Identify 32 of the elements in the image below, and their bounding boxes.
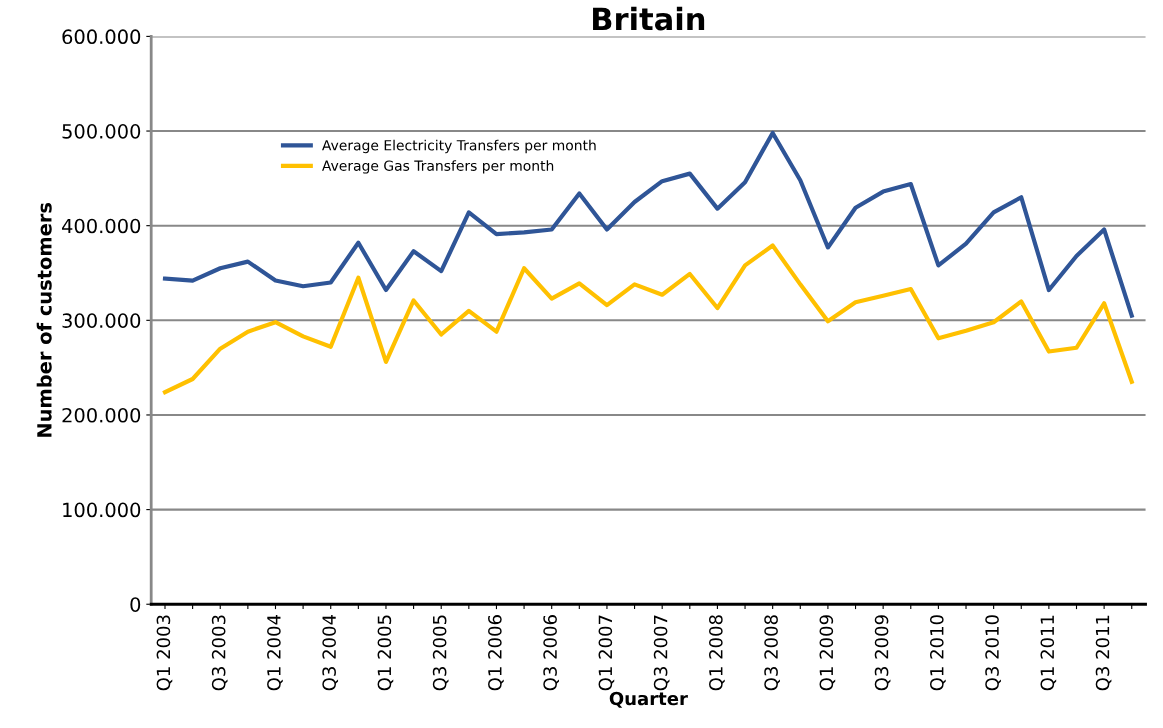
x-tick-label: Q1 2008 — [709, 615, 725, 691]
x-tick-label: Q3 2003 — [211, 615, 228, 691]
x-tick-label: Q3 2010 — [985, 615, 1001, 691]
x-tick-label: Q1 2007 — [598, 615, 615, 691]
x-tick-label: Q1 2009 — [819, 615, 836, 691]
x-tick-label: Q3 2009 — [874, 615, 891, 691]
y-tick-label: 0 — [130, 597, 141, 612]
line-series — [162, 243, 1134, 395]
x-tick-label: Q1 2010 — [929, 615, 946, 691]
y-tick-label: 300.000 — [62, 313, 141, 328]
x-tick-label: Q3 2006 — [543, 615, 560, 691]
y-tick-label: 200.000 — [62, 407, 141, 423]
y-tick-label: 100.000 — [63, 502, 141, 518]
y-tick-label: 600.000 — [62, 29, 141, 45]
x-tick-label: Q1 2006 — [488, 615, 504, 691]
x-tick-label: Q1 2003 — [156, 615, 173, 691]
legend-label: Average Gas Transfers per month — [322, 160, 554, 174]
y-axis-title: Number of customers — [36, 202, 52, 437]
x-tick-label: Q3 2008 — [764, 615, 780, 691]
y-tick-label: 500.000 — [62, 124, 141, 139]
line-series — [162, 130, 1134, 318]
x-tick-label: Q3 2004 — [322, 614, 339, 691]
x-tick-label: Q1 2011 — [1040, 615, 1057, 691]
legend-label: Average Electricity Transfers per month — [322, 139, 596, 154]
x-tick-label: Q1 2005 — [377, 615, 394, 691]
y-tick-label: 400.000 — [62, 218, 141, 234]
x-tick-label: Q3 2007 — [653, 615, 670, 691]
chart-title: Britain — [593, 6, 705, 31]
x-tick-label: Q3 2011 — [1095, 615, 1112, 691]
x-tick-label: Q3 2005 — [432, 615, 449, 691]
x-tick-label: Q1 2004 — [267, 614, 283, 691]
x-axis-title: Quarter — [609, 691, 688, 708]
